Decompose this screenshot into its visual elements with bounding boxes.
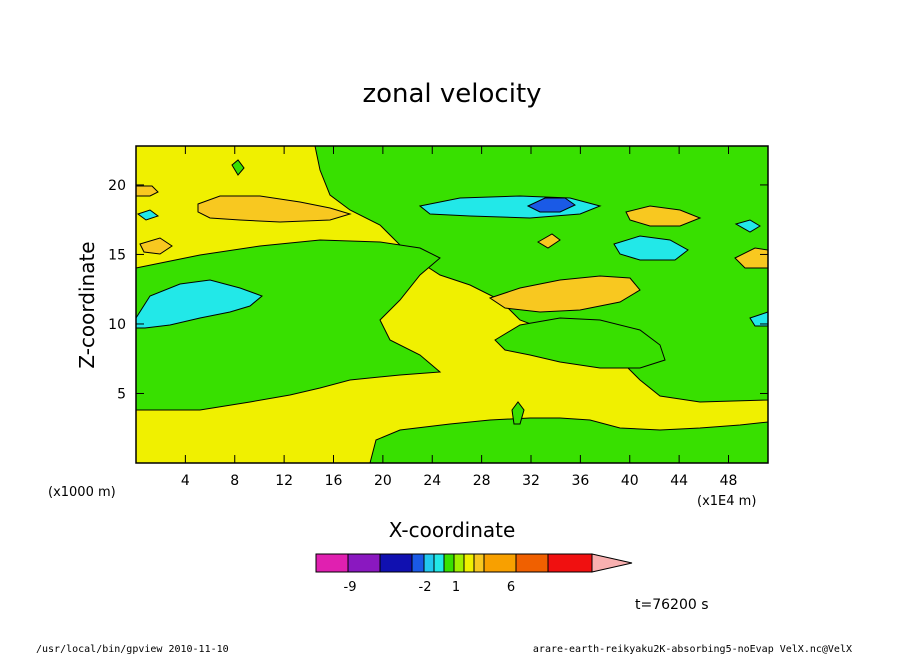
x-tick-label: 24 [423, 473, 441, 489]
y-tick-label: 15 [108, 247, 126, 263]
colorbar-swatch [315, 553, 349, 573]
footer-left: /usr/local/bin/gpview 2010-11-10 [36, 644, 229, 654]
x-tick-label: 48 [720, 473, 738, 489]
colorbar-label-1: -2 [419, 580, 432, 595]
colorbar-swatch [433, 553, 445, 573]
cyan-region-right-middle [613, 235, 689, 261]
x-tick-label: 28 [473, 473, 491, 489]
time-label: t=76200 s [635, 597, 709, 613]
y-tick-label: 20 [108, 178, 126, 194]
colorbar [315, 553, 633, 573]
colorbar-swatch [453, 553, 465, 573]
footer-right: arare-earth-reikyaku2K-absorbing5-noEvap… [533, 644, 852, 654]
cyan-region-left-edge [136, 209, 160, 221]
plot-frame [135, 145, 769, 464]
orange-region-left-edge-2 [139, 237, 173, 255]
x-tick-label: 40 [621, 473, 639, 489]
colorbar-swatch [473, 553, 485, 573]
y-unit-label: (x1000 m) [48, 485, 116, 500]
blue-region-center-upper [526, 197, 576, 213]
x-tick-label: 8 [230, 473, 239, 489]
y-axis-label: Z-coordinate [75, 241, 99, 368]
colorbar-label-0: -9 [344, 580, 357, 595]
green-region-right-middle [494, 317, 666, 369]
colorbar-extension-arrow [591, 553, 633, 573]
colorbar-swatch [463, 553, 475, 573]
colorbar-swatch [483, 553, 517, 573]
x-tick-label: 44 [670, 473, 688, 489]
x-tick-label: 16 [325, 473, 343, 489]
orange-region-right-upper [625, 205, 702, 227]
x-unit-label: (x1E4 m) [697, 494, 756, 509]
y-tick-label: 5 [117, 386, 126, 402]
chart-title: zonal velocity [362, 79, 541, 109]
green-region-small-bottom [511, 401, 525, 425]
y-tick-label: 10 [108, 317, 126, 333]
cyan-region-left-lower [135, 279, 263, 329]
colorbar-swatch [547, 553, 593, 573]
x-axis-label: X-coordinate [389, 518, 516, 542]
colorbar-swatch [347, 553, 381, 573]
colorbar-swatch [379, 553, 413, 573]
colorbar-swatch [423, 553, 435, 573]
colorbar-swatch [443, 553, 455, 573]
green-region-bottom [369, 417, 769, 464]
x-tick-label: 20 [374, 473, 392, 489]
cyan-region-right-small [734, 219, 761, 233]
colorbar-label-2: 1 [452, 580, 460, 595]
orange-region-right-middle [488, 275, 641, 313]
x-tick-label: 12 [275, 473, 293, 489]
colorbar-labels: -9 -2 1 6 [344, 580, 516, 595]
orange-region-left-upper [197, 195, 352, 223]
colorbar-label-3: 6 [507, 580, 515, 595]
x-ticks: 4 8 12 16 20 24 28 32 36 40 44 48 [181, 146, 738, 489]
orange-region-small-1 [537, 233, 561, 249]
colorbar-swatch [515, 553, 549, 573]
colorbar-swatch [411, 553, 425, 573]
y-ticks: 5 10 15 20 [108, 178, 768, 402]
green-region-top-left-strip [231, 159, 245, 176]
x-tick-label: 4 [181, 473, 190, 489]
x-tick-label: 36 [571, 473, 589, 489]
x-tick-label: 32 [522, 473, 540, 489]
